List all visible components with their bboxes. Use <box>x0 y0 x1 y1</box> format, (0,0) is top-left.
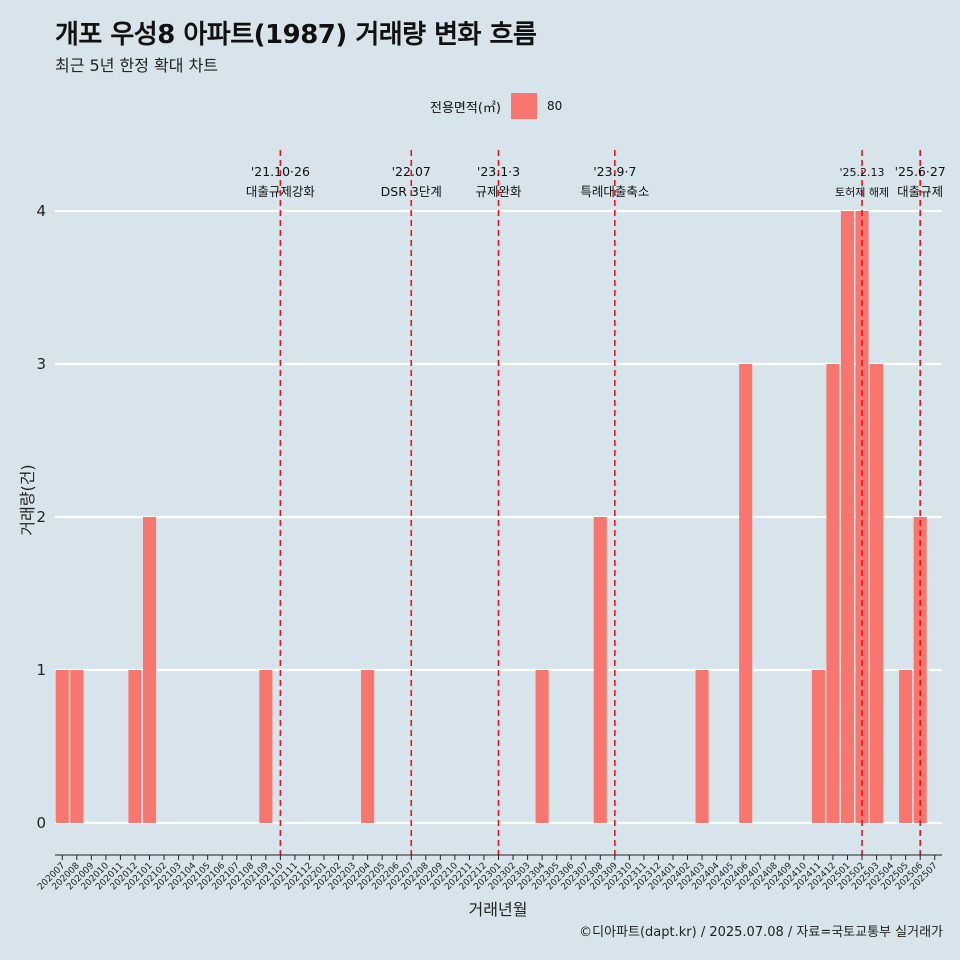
legend-swatch <box>510 93 537 119</box>
bar <box>739 364 753 823</box>
bar <box>361 670 375 823</box>
event-lines <box>279 150 921 855</box>
y-tick-label: 3 <box>36 355 46 373</box>
bar <box>840 211 855 823</box>
source-caption: ©디아파트(dapt.kr) / 2025.07.08 / 자료=국토교통부 실… <box>579 925 943 940</box>
bar <box>142 517 157 823</box>
y-axis: 0 1 2 3 4 <box>36 202 46 832</box>
event-date-label: '25.2.13 <box>840 166 885 179</box>
bar <box>695 670 709 823</box>
bars <box>55 211 927 823</box>
event-name-label: DSR 3단계 <box>381 184 442 199</box>
legend-title: 전용면적(㎡) <box>430 100 501 116</box>
event-date-label: '25.6·27 <box>895 164 946 179</box>
y-tick-label: 0 <box>36 814 46 832</box>
y-axis-label: 거래량(건) <box>18 464 37 535</box>
bar <box>535 670 549 823</box>
chart-subtitle: 최근 5년 한정 확대 차트 <box>55 56 219 75</box>
legend-label: 80 <box>546 99 563 113</box>
bar <box>593 517 607 823</box>
event-name-label: 대출규제강화 <box>246 184 316 199</box>
event-date-label: '23.9·7 <box>593 164 636 179</box>
legend: 전용면적(㎡) 80 <box>430 93 562 119</box>
event-name-label: 대출규제 <box>897 184 943 199</box>
x-axis: 2020072020082020092020102020112020122021… <box>36 854 942 892</box>
event-date-label: '23.1·3 <box>477 164 520 179</box>
y-tick-label: 2 <box>36 508 46 526</box>
chart-title: 개포 우성8 아파트(1987) 거래량 변화 흐름 <box>55 20 537 50</box>
bar <box>855 211 869 823</box>
event-name-label: 특례대출축소 <box>580 184 649 199</box>
x-axis-label: 거래년월 <box>469 900 528 919</box>
bar <box>899 670 913 823</box>
y-tick-label: 4 <box>36 202 46 220</box>
event-date-label: '21.10·26 <box>251 164 310 179</box>
event-name-label: 토허제 해제 <box>835 185 889 199</box>
bar <box>811 670 825 823</box>
event-name-label: 규제완화 <box>475 184 522 199</box>
bar <box>870 364 884 823</box>
bar <box>259 670 273 823</box>
event-annotations: '21.10·26 대출규제강화 '22.07 DSR 3단계 '23.1·3 규제완화 '… <box>246 164 946 199</box>
bar <box>128 670 142 823</box>
bar <box>55 670 69 823</box>
bar <box>70 670 84 823</box>
y-tick-label: 1 <box>36 661 46 679</box>
bar <box>826 364 840 823</box>
event-date-label: '22.07 <box>392 164 431 179</box>
